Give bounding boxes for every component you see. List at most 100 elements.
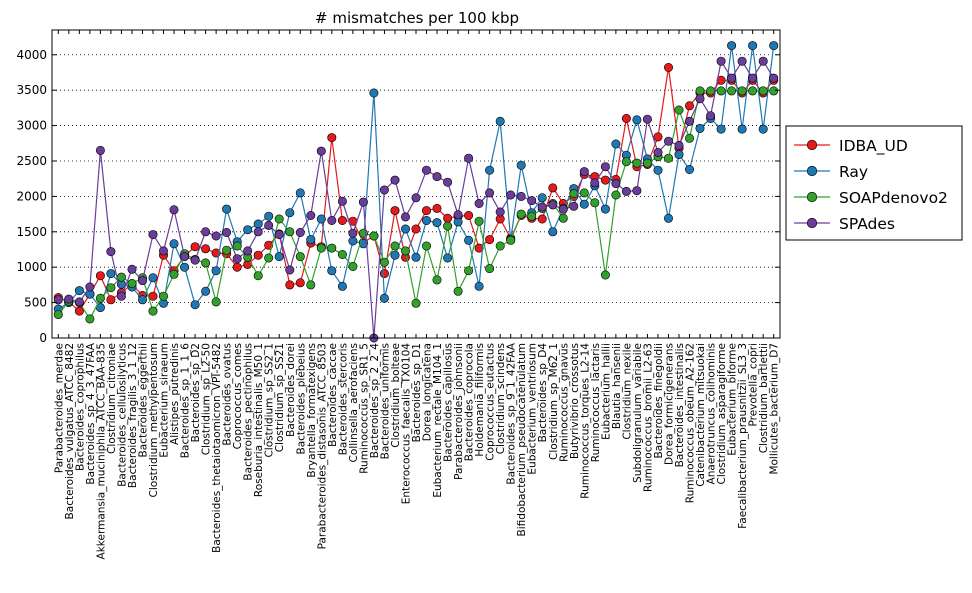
point-SPAdes-43: [506, 190, 516, 200]
x-tick-label-66: Prevotella_copri: [748, 343, 760, 427]
x-tick-label-43: Bacteroides_sp_9_1_42FAA: [506, 342, 518, 484]
point-Ray-52: [600, 204, 610, 214]
series-line-SOAPdenovo2: [57, 90, 774, 321]
point-SOAPdenovo2-24: [306, 280, 316, 290]
point-Ray-33: [400, 224, 410, 234]
point-IDBA_UD-47: [548, 183, 558, 193]
point-Ray-25: [316, 214, 326, 224]
point-SPAdes-54: [621, 186, 631, 196]
point-SOAPdenovo2-6: [116, 272, 126, 282]
point-Ray-20: [264, 211, 274, 221]
point-SOAPdenovo2-19: [253, 271, 263, 281]
series-SOAPdenovo2: [53, 86, 779, 324]
x-tick-label-37: Bacteroides_capillosus: [443, 343, 455, 462]
point-SOAPdenovo2-38: [453, 286, 463, 296]
point-SPAdes-28: [348, 228, 358, 238]
point-SOAPdenovo2-27: [337, 250, 347, 260]
point-SOAPdenovo2-17: [232, 241, 242, 251]
x-tick-label-27: Bacteroides_stercoris: [337, 343, 349, 455]
point-SOAPdenovo2-48: [558, 213, 568, 223]
point-SOAPdenovo2-54: [621, 157, 631, 167]
point-SPAdes-20: [264, 220, 274, 230]
point-SOAPdenovo2-3: [85, 314, 95, 324]
point-Ray-55: [632, 115, 642, 125]
point-SPAdes-5: [106, 247, 116, 257]
legend-label-Ray: Ray: [839, 163, 868, 181]
point-IDBA_UD-4: [95, 271, 105, 281]
point-SOAPdenovo2-43: [506, 235, 516, 245]
x-tick-label-31: Bacteroides_uniformis: [379, 343, 391, 459]
point-SPAdes-47: [548, 200, 558, 210]
point-SPAdes-40: [474, 199, 484, 209]
point-SPAdes-29: [358, 197, 368, 207]
x-tick-label-54: Clostridium_nexile: [621, 343, 633, 440]
point-SOAPdenovo2-33: [400, 246, 410, 256]
point-SPAdes-24: [306, 211, 316, 221]
point-Ray-5: [106, 269, 116, 279]
point-SOAPdenovo2-41: [485, 264, 495, 274]
point-IDBA_UD-57: [653, 132, 663, 142]
point-Ray-44: [516, 160, 526, 170]
x-tick-label-39: Bacteroides_coprocola: [464, 343, 476, 461]
point-Ray-59: [674, 150, 684, 160]
point-IDBA_UD-39: [464, 211, 474, 221]
x-tick-label-18: Bacteroides_pectinophilus: [243, 343, 255, 481]
plot-frame: [51, 29, 781, 339]
point-SOAPdenovo2-44: [516, 209, 526, 219]
x-tick-label-68: Mollicutes_bacterium_D7: [769, 343, 781, 475]
series-layer: [53, 41, 779, 343]
point-SOAPdenovo2-9: [148, 306, 158, 316]
x-tick-label-16: Bacteroides_ovatus: [222, 343, 234, 446]
point-SPAdes-63: [716, 56, 726, 66]
x-tick-label-46: Bacteroides_sp_D4: [537, 343, 549, 443]
point-SOAPdenovo2-31: [379, 257, 389, 267]
point-Ray-60: [684, 165, 694, 175]
point-SPAdes-18: [243, 246, 253, 256]
y-tick-label-4: 2000: [16, 189, 47, 203]
point-Ray-39: [464, 235, 474, 245]
x-tick-label-58: Dorea_formicigenerans: [663, 343, 675, 465]
point-SPAdes-52: [600, 162, 610, 172]
point-SPAdes-21: [274, 230, 284, 240]
point-Ray-53: [611, 139, 621, 149]
point-SPAdes-39: [464, 153, 474, 163]
x-tick-label-64: Eubacterium_biforme: [727, 343, 739, 456]
x-tick-label-7: Bacteroides_fragilis_3_1_12: [127, 343, 139, 488]
legend-marker-Ray: [806, 165, 818, 177]
y-tick-label-7: 3500: [16, 83, 47, 97]
x-tick-label-59: Bacteroides_intestinalis: [674, 343, 686, 467]
point-SPAdes-6: [116, 291, 126, 301]
point-SPAdes-32: [390, 175, 400, 185]
point-SPAdes-15: [211, 231, 221, 241]
x-axis: Parabacteroides_merdaeBacteroides_vulgat…: [53, 30, 781, 559]
x-tick-label-24: Bryantella_formatexigens: [306, 343, 318, 478]
point-SPAdes-50: [579, 167, 589, 177]
x-tick-label-52: Eubacterium_hallii: [600, 343, 612, 440]
point-SPAdes-59: [674, 140, 684, 150]
point-SPAdes-35: [421, 165, 431, 175]
point-SPAdes-36: [432, 172, 442, 182]
point-SOAPdenovo2-4: [95, 293, 105, 303]
point-SPAdes-37: [443, 177, 453, 187]
point-SOAPdenovo2-34: [411, 298, 421, 308]
point-SPAdes-60: [684, 116, 694, 126]
point-SOAPdenovo2-68: [769, 86, 779, 96]
point-Ray-47: [548, 227, 558, 237]
x-tick-label-4: Akkermansia_muciniphila_ATCC_BAA-835: [95, 343, 107, 559]
point-IDBA_UD-31: [379, 269, 389, 279]
point-SOAPdenovo2-56: [642, 158, 652, 168]
point-IDBA_UD-37: [443, 213, 453, 223]
x-tick-label-15: Bacteroides_thetaiotaomicron_VPI-5482: [211, 343, 223, 553]
x-tick-label-34: Bacteroides_sp_D1: [411, 343, 423, 442]
point-SPAdes-66: [748, 73, 758, 83]
point-SPAdes-14: [201, 227, 211, 237]
point-Ray-61: [695, 123, 705, 133]
point-IDBA_UD-36: [432, 203, 442, 213]
point-IDBA_UD-46: [537, 214, 547, 224]
point-Ray-22: [285, 208, 295, 218]
point-IDBA_UD-20: [264, 240, 274, 250]
point-IDBA_UD-60: [684, 101, 694, 111]
point-SPAdes-25: [316, 146, 326, 156]
point-SPAdes-17: [232, 254, 242, 264]
point-Ray-40: [474, 281, 484, 291]
